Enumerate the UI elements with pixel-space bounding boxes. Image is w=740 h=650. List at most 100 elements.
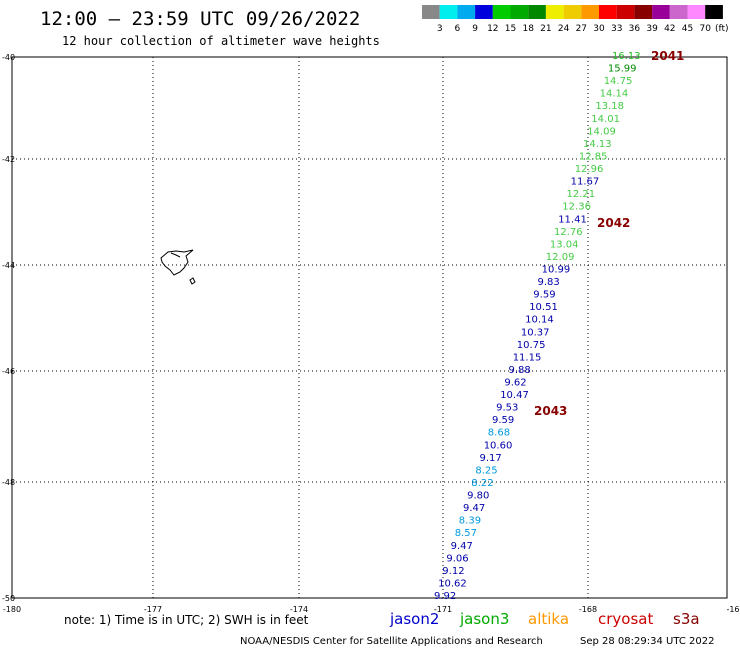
wave-height-value: 9.59 [492,415,514,426]
wave-height-value: 14.13 [583,139,612,150]
legend-label: 27 [576,24,587,34]
legend-label: 39 [646,24,658,34]
wave-height-value: 8.22 [471,478,493,489]
wave-height-value: 10.60 [484,440,513,451]
lat-label: -42 [2,155,15,164]
credit-text: NOAA/NESDIS Center for Satellite Applica… [240,636,543,647]
legend-label: 36 [629,24,641,34]
legend-label: 3 [437,24,443,34]
lat-label: -44 [2,261,15,270]
wave-height-value: 14.09 [587,126,616,137]
wave-height-value: 16.13 [612,51,641,62]
wave-height-value: 10.51 [529,302,558,313]
footer-note: note: 1) Time is in UTC; 2) SWH is in fe… [64,613,309,627]
satellite-s3a: s3a [673,610,700,628]
wave-height-value: 10.99 [542,265,571,276]
legend-unit: (ft) [715,24,729,34]
wave-height-value: 12.36 [562,202,591,213]
wave-height-value: 10.62 [438,578,467,589]
timestamp-text: Sep 28 08:29:34 UTC 2022 [580,636,714,647]
wave-height-value: 14.14 [600,89,629,100]
wave-height-value: 14.75 [604,76,633,87]
legend-swatch [528,5,546,19]
satellite-cryosat: cryosat [598,610,653,628]
wave-height-value: 8.68 [488,428,510,439]
lon-label: -171 [434,605,452,614]
legend-label: 18 [522,24,534,34]
wave-height-value: 12.85 [579,152,608,163]
legend-label: 15 [505,24,516,34]
legend-swatch [705,5,723,19]
legend-swatch [422,5,440,19]
legend-swatch [652,5,670,19]
wave-height-value: 12.21 [567,189,596,200]
wave-height-value: 8.57 [455,528,477,539]
legend-swatch [475,5,493,19]
wave-height-value: 11.15 [513,352,542,363]
legend-swatch [563,5,582,19]
wave-height-value: 15.99 [608,64,637,75]
color-scale-legend: 3 6 9 12 15 18 21 24 27 30 33 36 39 42 45 70 [422,5,723,34]
track-label: 2043 [534,404,567,418]
wave-height-value: 12.09 [546,252,575,263]
wave-height-value: 10.75 [517,340,546,351]
legend-swatch [510,5,529,19]
legend-swatch [687,5,706,19]
wave-height-value: 9.83 [538,277,560,288]
wave-height-value: 8.39 [459,516,481,527]
lat-label: -40 [2,53,15,62]
lat-label: -50 [2,594,15,603]
legend-swatch [581,5,599,19]
legend-label: 12 [487,24,498,34]
wave-height-value: 9.88 [509,365,531,376]
legend-swatch [492,5,511,19]
wave-height-value: 9.47 [463,503,485,514]
wave-height-value: 13.04 [550,239,579,250]
satellite-altika: altika [528,610,569,628]
legend-label: 21 [540,24,551,34]
map-title: 12:00 — 23:59 UTC 09/26/2022 [40,8,360,30]
wave-height-value: 9.53 [496,403,518,414]
legend-swatch [616,5,635,19]
graticule [12,57,727,598]
wave-height-value: 9.06 [446,553,468,564]
wave-height-value: 9.12 [442,566,464,577]
wave-height-value: 14.01 [591,114,620,125]
legend-swatch [634,5,653,19]
lon-label: -174 [290,605,308,614]
wave-height-value: 9.62 [504,378,526,389]
lon-label: -16 [726,605,739,614]
wave-height-value: 12.96 [575,164,604,175]
legend-swatch [669,5,688,19]
lon-label: -168 [579,605,597,614]
map-frame [11,56,728,599]
lon-label: -177 [144,605,162,614]
wave-height-value: 10.37 [521,327,550,338]
wave-height-value: 13.18 [595,101,624,112]
wave-height-value: 9.80 [467,491,489,502]
map-subtitle: 12 hour collection of altimeter wave hei… [62,34,380,48]
wave-height-value: 9.47 [451,541,473,552]
wave-height-value: 9.59 [533,290,555,301]
legend-label: 42 [664,24,675,34]
legend-label: 30 [593,24,605,34]
legend-swatch [457,5,476,19]
lon-label: -180 [3,605,21,614]
satellite-jason3: jason3 [459,610,509,628]
wave-height-value: 11.67 [571,177,600,188]
satellite-jason2: jason2 [389,610,439,628]
legend-label: 70 [699,24,711,34]
legend-label: 9 [472,24,478,34]
legend-label: 24 [558,24,570,34]
wave-height-value: 8.25 [475,465,497,476]
legend-swatch [545,5,564,19]
legend-swatch [599,5,617,19]
track-label: 2041 [651,49,684,63]
lat-label: -48 [2,478,15,487]
wave-height-value: 10.14 [525,315,554,326]
track-label: 2042 [597,216,630,230]
wave-height-value: 9.17 [480,453,502,464]
legend-label: 45 [682,24,693,34]
